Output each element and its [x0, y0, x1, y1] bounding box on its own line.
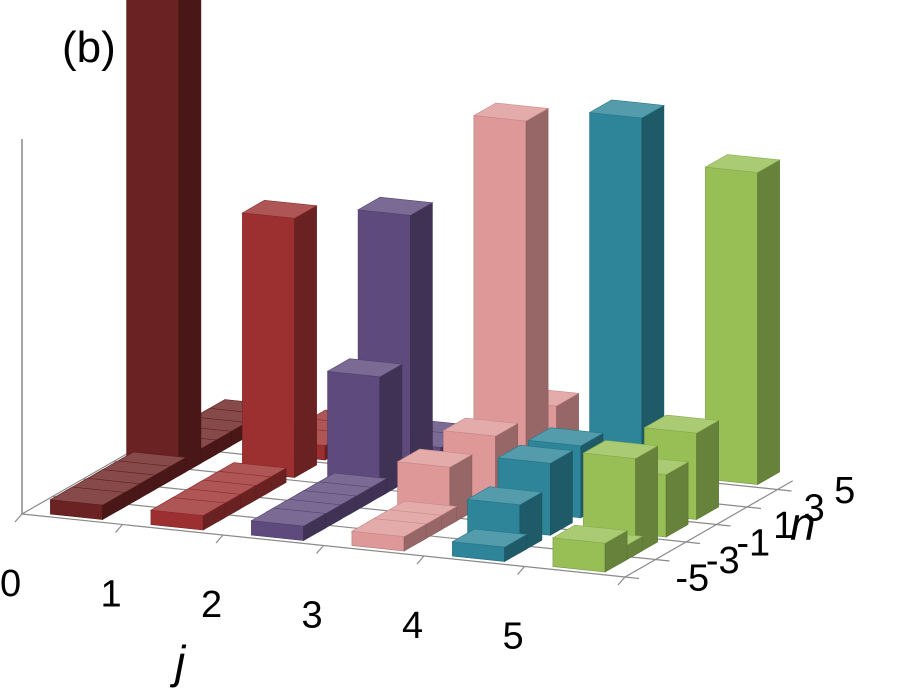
y-tick-mark [624, 576, 640, 580]
bar-top-face [497, 444, 574, 464]
bar-j4-n4 [588, 99, 665, 484]
x-tick-label: 0 [0, 563, 21, 605]
x-axis-title: j [169, 636, 187, 688]
bar-j3-n3 [472, 102, 550, 482]
panel-label: (b) [62, 23, 116, 72]
bar-top-face [149, 497, 227, 516]
bar-top-face [704, 154, 781, 173]
x-tick-label: 3 [302, 595, 323, 637]
bar-top-face [241, 199, 318, 219]
y-tick-mark [777, 488, 792, 492]
bar-side-face [696, 419, 719, 521]
bar-top-face [643, 414, 720, 434]
bar-top-face [350, 518, 428, 537]
bar-side-face [550, 450, 573, 536]
bar-side-face [178, 0, 202, 477]
bar-j0-n0 [126, 0, 202, 477]
x-tick-mark [517, 566, 525, 575]
bar-top-face [326, 358, 403, 378]
bar-j5-n5 [704, 154, 781, 486]
x-tick-labels: 0 1 2 3 4 5 [0, 563, 524, 658]
bar-side-face [410, 202, 433, 480]
bar-j2-n0 [326, 358, 403, 498]
y-tick-label: 3 [804, 487, 825, 529]
y-tick-mark [746, 506, 762, 510]
bar-side-face [525, 107, 549, 482]
bar-front-face [552, 537, 606, 573]
bar-side-face [665, 461, 689, 538]
x-tick-mark [14, 513, 23, 523]
bar-j5-n-5 [551, 524, 629, 573]
bar-top-face [527, 427, 604, 447]
x-tick-label: 1 [101, 574, 122, 616]
bar-j3-n-5 [350, 518, 428, 552]
x-tick-mark [617, 576, 626, 586]
bar-front-face [589, 112, 643, 484]
bar-top-face [396, 448, 473, 468]
y-tick-mark [685, 541, 701, 545]
chart-bars [49, 0, 781, 573]
y-tick-mark [655, 558, 670, 562]
y-tick-label: -3 [706, 540, 740, 582]
bar-j1-n-5 [149, 497, 227, 531]
x-tick-mark [215, 534, 224, 544]
n-axis-line [624, 480, 794, 578]
bar-j2-n-5 [250, 507, 327, 542]
y-tick-mark [716, 523, 731, 527]
bar-top-face [49, 486, 126, 506]
y-tick-label: 1 [773, 505, 794, 547]
y-tick-label: -1 [736, 522, 770, 564]
bar-top-face [582, 440, 659, 459]
bar-side-face [294, 205, 317, 479]
y-tick-label: 5 [834, 470, 855, 512]
x-tick-label: 4 [402, 605, 423, 647]
bar-top-face [442, 417, 519, 437]
x-tick-label: 2 [201, 584, 222, 626]
bar-top-face [472, 102, 550, 122]
x-tick-mark [416, 555, 425, 565]
bar-top-face [551, 524, 629, 544]
y-tick-labels: -5-3-1 1 3 5 [675, 470, 855, 600]
bar-front-face [126, 0, 180, 477]
bar-j1-n1 [241, 199, 318, 479]
bar-j0-n-5 [49, 486, 126, 521]
bar-top-face [357, 196, 434, 216]
x-tick-mark [316, 545, 324, 554]
y-tick-label: -5 [675, 557, 709, 599]
bar-top-face [250, 507, 327, 527]
bar-top-face [466, 486, 543, 506]
x-tick-label: 5 [503, 616, 524, 658]
bar-j4-n-5 [451, 528, 528, 563]
bar-side-face [757, 159, 780, 486]
x-tick-mark [115, 524, 123, 533]
bar-front-face [242, 212, 295, 478]
y-axis-title: n [790, 498, 816, 550]
bar-top-face [588, 99, 665, 119]
bar-top-face [451, 528, 528, 548]
